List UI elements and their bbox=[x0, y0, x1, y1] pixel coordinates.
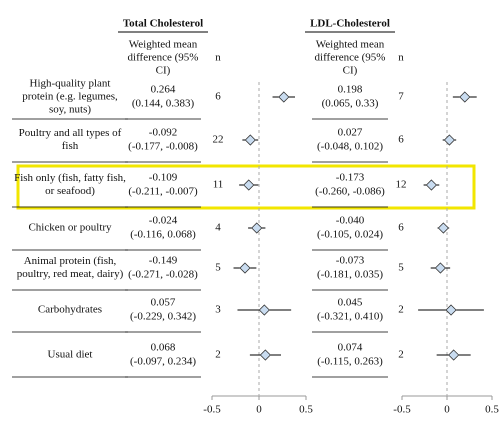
x-tick-label: 0.5 bbox=[485, 403, 499, 416]
estimate: 0.198 bbox=[337, 83, 363, 96]
estimate: 0.057 bbox=[150, 296, 176, 309]
estimate-diamond bbox=[278, 91, 290, 103]
row-label: Fish only (fish, fatty fish, or seafood) bbox=[14, 172, 126, 197]
ci-label: (-0.211, -0.007) bbox=[128, 185, 198, 198]
ci-label: (-0.048, 0.102) bbox=[317, 140, 383, 153]
row-label: Usual diet bbox=[47, 348, 93, 361]
estimate: -0.092 bbox=[148, 126, 178, 139]
n-value: 2 bbox=[398, 348, 404, 361]
highlight-box bbox=[16, 164, 476, 210]
estimate-diamond bbox=[259, 349, 271, 361]
n-value: 5 bbox=[398, 261, 404, 274]
n-value: 2 bbox=[398, 303, 404, 316]
estimate-diamond bbox=[445, 304, 457, 316]
estimate-diamond bbox=[244, 134, 256, 146]
x-tick-label: -0.5 bbox=[203, 403, 221, 416]
n-header: n bbox=[215, 51, 221, 64]
estimate-diamond bbox=[243, 179, 255, 191]
estimate-diamond bbox=[258, 304, 270, 316]
n-value: 6 bbox=[398, 221, 404, 234]
estimate: 0.074 bbox=[337, 341, 363, 354]
ci-label: (-0.105, 0.024) bbox=[317, 228, 383, 241]
row-label: Animal protein (fish, poultry, red meat,… bbox=[16, 255, 124, 280]
ci-label: (-0.260, -0.086) bbox=[315, 185, 385, 198]
x-tick-label: 0.5 bbox=[299, 403, 313, 416]
n-value: 22 bbox=[212, 133, 224, 146]
ci-label: (-0.097, 0.234) bbox=[130, 355, 196, 368]
row-label: High-quality plant protein (e.g. legumes… bbox=[22, 77, 118, 116]
estimate: -0.109 bbox=[148, 171, 178, 184]
estimate: -0.040 bbox=[335, 214, 365, 227]
n-value: 4 bbox=[215, 221, 221, 234]
ci-label: (-0.321, 0.410) bbox=[317, 310, 383, 323]
estimate-diamond bbox=[434, 262, 446, 274]
group-title: Total Cholesterol bbox=[122, 17, 204, 30]
row-label: Poultry and all types of fish bbox=[18, 127, 122, 152]
ci-label: (-0.115, 0.263) bbox=[317, 355, 383, 368]
n-value: 6 bbox=[398, 133, 404, 146]
n-value: 7 bbox=[398, 90, 404, 103]
estimate: 0.068 bbox=[150, 341, 176, 354]
estimate: -0.149 bbox=[148, 254, 178, 267]
estimate-diamond bbox=[239, 262, 251, 274]
n-value: 5 bbox=[215, 261, 221, 274]
estimate: -0.173 bbox=[335, 171, 365, 184]
n-value: 2 bbox=[215, 348, 221, 361]
n-header: n bbox=[398, 51, 404, 64]
estimate-diamond bbox=[443, 134, 455, 146]
ci-label: (-0.177, -0.008) bbox=[128, 140, 198, 153]
estimate-diamond bbox=[437, 222, 449, 234]
estimate: 0.264 bbox=[150, 83, 176, 96]
x-tick-label: 0 bbox=[256, 403, 262, 416]
ci-label: (0.065, 0.33) bbox=[321, 97, 379, 110]
n-value: 3 bbox=[215, 303, 221, 316]
group-title: LDL-Cholesterol bbox=[310, 17, 390, 30]
row-label: Chicken or poultry bbox=[28, 221, 112, 234]
ci-label: (-0.181, 0.035) bbox=[317, 268, 383, 281]
estimate: 0.027 bbox=[337, 126, 363, 139]
measure-header: Weighted mean difference (95% CI) bbox=[127, 38, 199, 77]
ci-label: (-0.116, 0.068) bbox=[130, 228, 196, 241]
row-label: Carbohydrates bbox=[37, 303, 103, 316]
estimate: -0.024 bbox=[148, 214, 178, 227]
ci-label: (-0.271, -0.028) bbox=[128, 268, 198, 281]
estimate-diamond bbox=[425, 179, 437, 191]
estimate-diamond bbox=[459, 91, 471, 103]
n-value: 11 bbox=[212, 178, 224, 191]
x-tick-label: -0.5 bbox=[393, 403, 411, 416]
ci-label: (0.144, 0.383) bbox=[131, 97, 195, 110]
x-tick-label: 0 bbox=[444, 403, 450, 416]
measure-header: Weighted mean difference (95% CI) bbox=[314, 38, 386, 77]
estimate-diamond bbox=[251, 222, 263, 234]
estimate: 0.045 bbox=[337, 296, 363, 309]
ci-label: (-0.229, 0.342) bbox=[130, 310, 196, 323]
n-value: 6 bbox=[215, 90, 221, 103]
n-value: 12 bbox=[395, 178, 407, 191]
estimate: -0.073 bbox=[335, 254, 365, 267]
estimate-diamond bbox=[448, 349, 460, 361]
